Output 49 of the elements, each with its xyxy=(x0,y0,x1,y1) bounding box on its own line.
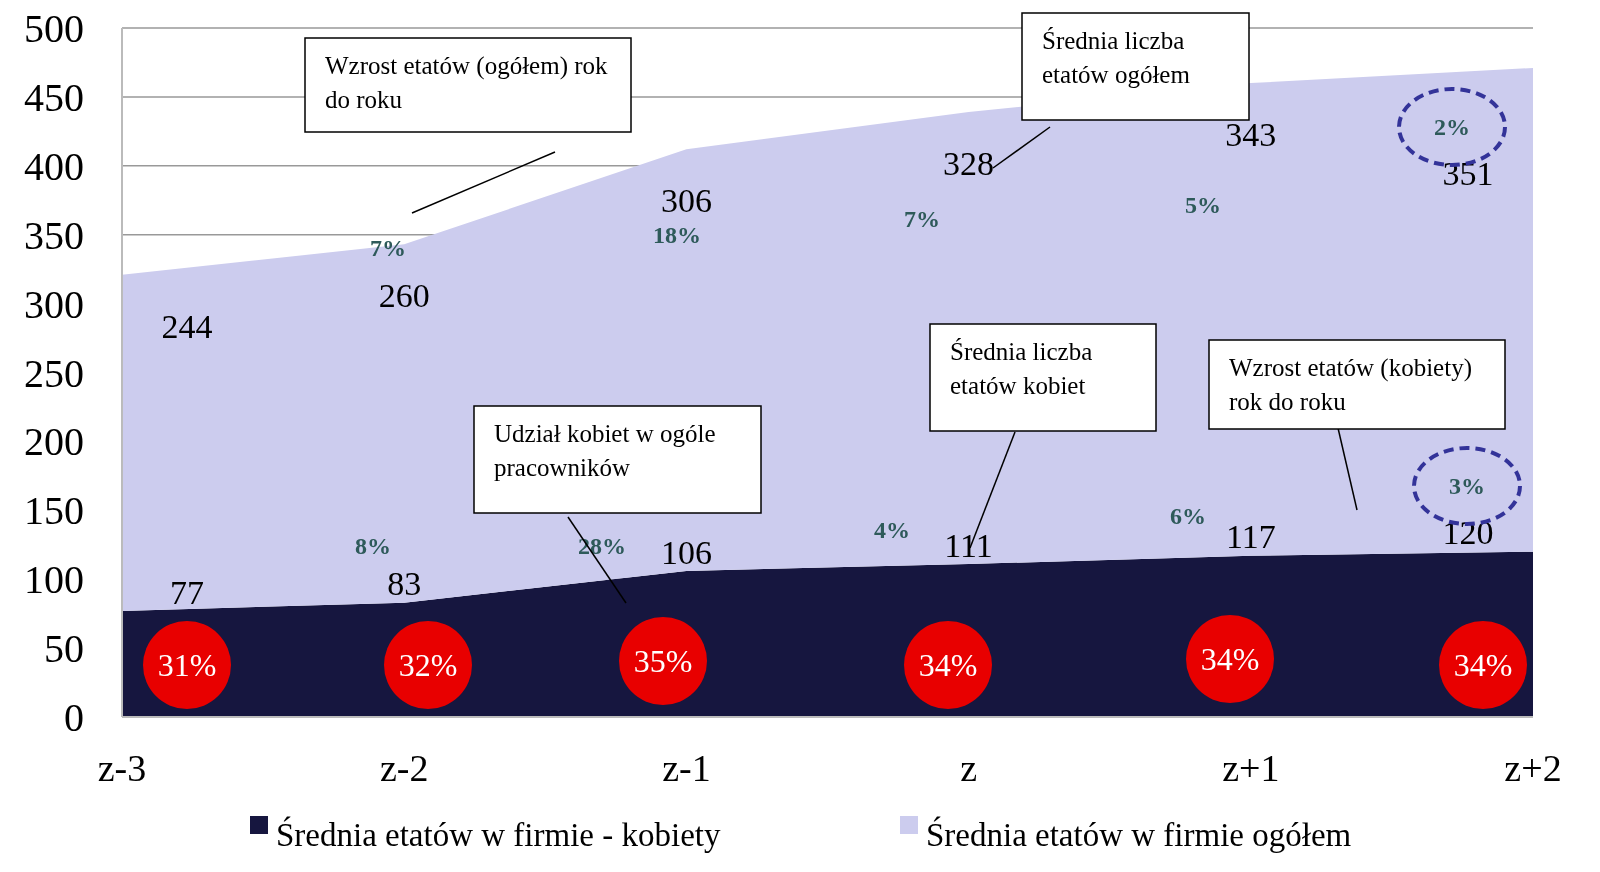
y-tick-label: 450 xyxy=(24,74,84,120)
x-tick-label: z-1 xyxy=(662,747,711,789)
annotation: 2% xyxy=(1434,114,1470,141)
annotation: 8% xyxy=(355,533,391,560)
annotation: 4% xyxy=(874,517,910,544)
data-label: 111 xyxy=(944,526,993,564)
annotation: 3% xyxy=(1449,473,1485,500)
annotation: 6% xyxy=(1170,503,1206,530)
annotation: Średnia liczba etatów ogółem xyxy=(1042,27,1191,88)
annotation: Średnia liczba etatów kobiet xyxy=(950,338,1093,399)
annotation: 7% xyxy=(904,206,940,233)
y-tick-label: 300 xyxy=(24,281,84,327)
x-tick-label: z-2 xyxy=(379,747,429,789)
annotation: 32% xyxy=(398,647,458,684)
data-label: 83 xyxy=(387,565,422,603)
annotation: 35% xyxy=(633,643,693,680)
annotation: 31% xyxy=(157,647,217,684)
data-label: 306 xyxy=(660,182,712,220)
data-label: 343 xyxy=(1225,116,1277,154)
annotation: 5% xyxy=(1185,192,1221,219)
y-tick-label: 200 xyxy=(24,419,84,465)
legend-label: Średnia etatów w firmie ogółem xyxy=(926,815,1352,853)
annotation: 34% xyxy=(918,647,978,684)
y-tick-label: 500 xyxy=(24,6,84,51)
data-label: 106 xyxy=(660,533,712,571)
x-tick-label: z-3 xyxy=(97,747,147,789)
y-tick-label: 50 xyxy=(44,626,84,672)
data-label: 260 xyxy=(378,277,430,315)
y-tick-label: 0 xyxy=(64,695,84,740)
legend-label: Średnia etatów w firmie - kobiety xyxy=(276,815,721,853)
annotation: 34% xyxy=(1453,647,1513,684)
data-label: 77 xyxy=(170,573,204,611)
annotation: Udział kobiet w ogóle pracowników xyxy=(494,420,716,481)
y-tick-label: 250 xyxy=(24,350,84,396)
y-tick-label: 350 xyxy=(24,212,84,258)
y-tick-label: 100 xyxy=(24,557,84,603)
data-label: 117 xyxy=(1225,518,1276,556)
annotation: 18% xyxy=(653,222,701,249)
y-tick-label: 400 xyxy=(24,143,84,189)
annotation: 7% xyxy=(370,235,406,262)
annotation: 34% xyxy=(1200,641,1260,678)
x-tick-label: z+1 xyxy=(1222,747,1280,789)
x-tick-label: z xyxy=(960,747,978,789)
annotation: Wzrost etatów (ogółem) rok do roku xyxy=(325,52,609,113)
annotation: Wzrost etatów (kobiety) rok do roku xyxy=(1229,354,1472,415)
data-label: 328 xyxy=(943,144,995,182)
data-label: 244 xyxy=(161,307,213,345)
x-tick-label: z+2 xyxy=(1504,747,1562,789)
y-tick-label: 150 xyxy=(24,488,84,534)
